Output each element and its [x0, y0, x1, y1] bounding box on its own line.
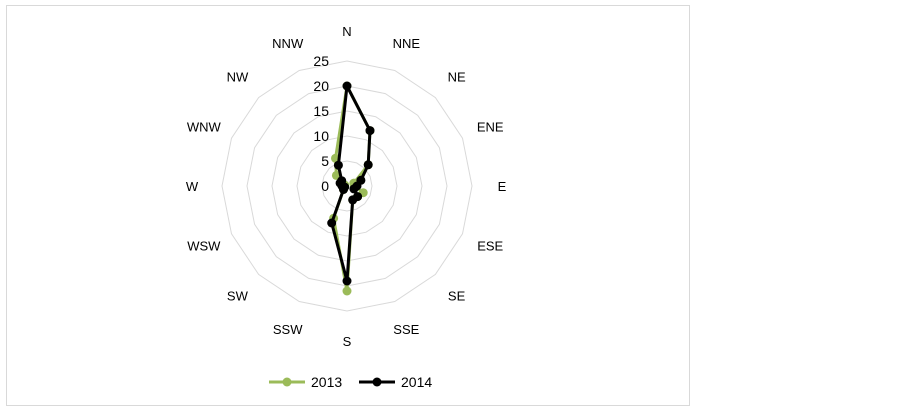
legend-marker-2013 — [282, 377, 292, 387]
category-label-sw: SW — [227, 289, 249, 304]
series-2014 — [327, 81, 375, 286]
radial-tick-labels: 0 5 10 15 20 25 — [313, 53, 329, 194]
category-label-ene: ENE — [477, 120, 504, 135]
category-label-wsw: WSW — [187, 238, 221, 253]
legend: 2013 2014 — [269, 374, 432, 390]
data-point-2014-nnw — [333, 160, 343, 170]
radial-tick-label: 15 — [313, 103, 329, 119]
data-point-2014-nw — [337, 176, 347, 186]
data-point-2014-nne — [365, 126, 375, 136]
data-point-2014-ne — [363, 160, 373, 170]
grid-ring — [221, 60, 473, 312]
category-label-ese: ESE — [477, 238, 503, 253]
category-label-nne: NNE — [393, 36, 421, 51]
category-label-ssw: SSW — [273, 322, 303, 337]
data-point-2014-n — [342, 81, 352, 91]
category-label-nw: NW — [227, 69, 249, 84]
category-label-w: W — [186, 179, 199, 194]
grid-ring — [321, 160, 373, 212]
category-label-s: S — [343, 334, 352, 349]
legend-label-2013: 2013 — [311, 374, 342, 390]
category-label-sse: SSE — [393, 322, 419, 337]
data-point-2013-s — [342, 286, 352, 296]
grid-ring — [296, 135, 398, 237]
radial-tick-label: 10 — [313, 128, 329, 144]
category-labels: N NNE NE ENE E ESE SE SSE S SSW SW WSW W WNW NW NNW — [186, 24, 507, 349]
data-point-2014-ssw — [327, 218, 337, 228]
legend-marker-2014 — [372, 377, 382, 387]
radial-tick-label: 5 — [321, 153, 329, 169]
legend-label-2014: 2014 — [401, 374, 432, 390]
data-point-2014-s — [342, 276, 352, 286]
data-point-2014-sse — [348, 195, 358, 205]
category-label-ne: NE — [448, 69, 466, 84]
radial-tick-label: 25 — [313, 53, 329, 69]
category-label-wnw: WNW — [187, 120, 222, 135]
radial-tick-label: 0 — [321, 178, 329, 194]
category-label-e: E — [498, 179, 507, 194]
category-label-se: SE — [448, 289, 466, 304]
radial-tick-label: 20 — [313, 78, 329, 94]
data-point-2014-ese — [349, 184, 359, 194]
category-label-nnw: NNW — [272, 36, 304, 51]
category-label-n: N — [342, 24, 351, 39]
radar-chart: 0 5 10 15 20 25 N NNE NE ENE E ESE SE SSE S SSW SW WSW W WN… — [186, 24, 507, 390]
chart-frame: 0 5 10 15 20 25 N NNE NE ENE E ESE SE SSE S SSW SW WSW W WN… — [6, 5, 690, 406]
